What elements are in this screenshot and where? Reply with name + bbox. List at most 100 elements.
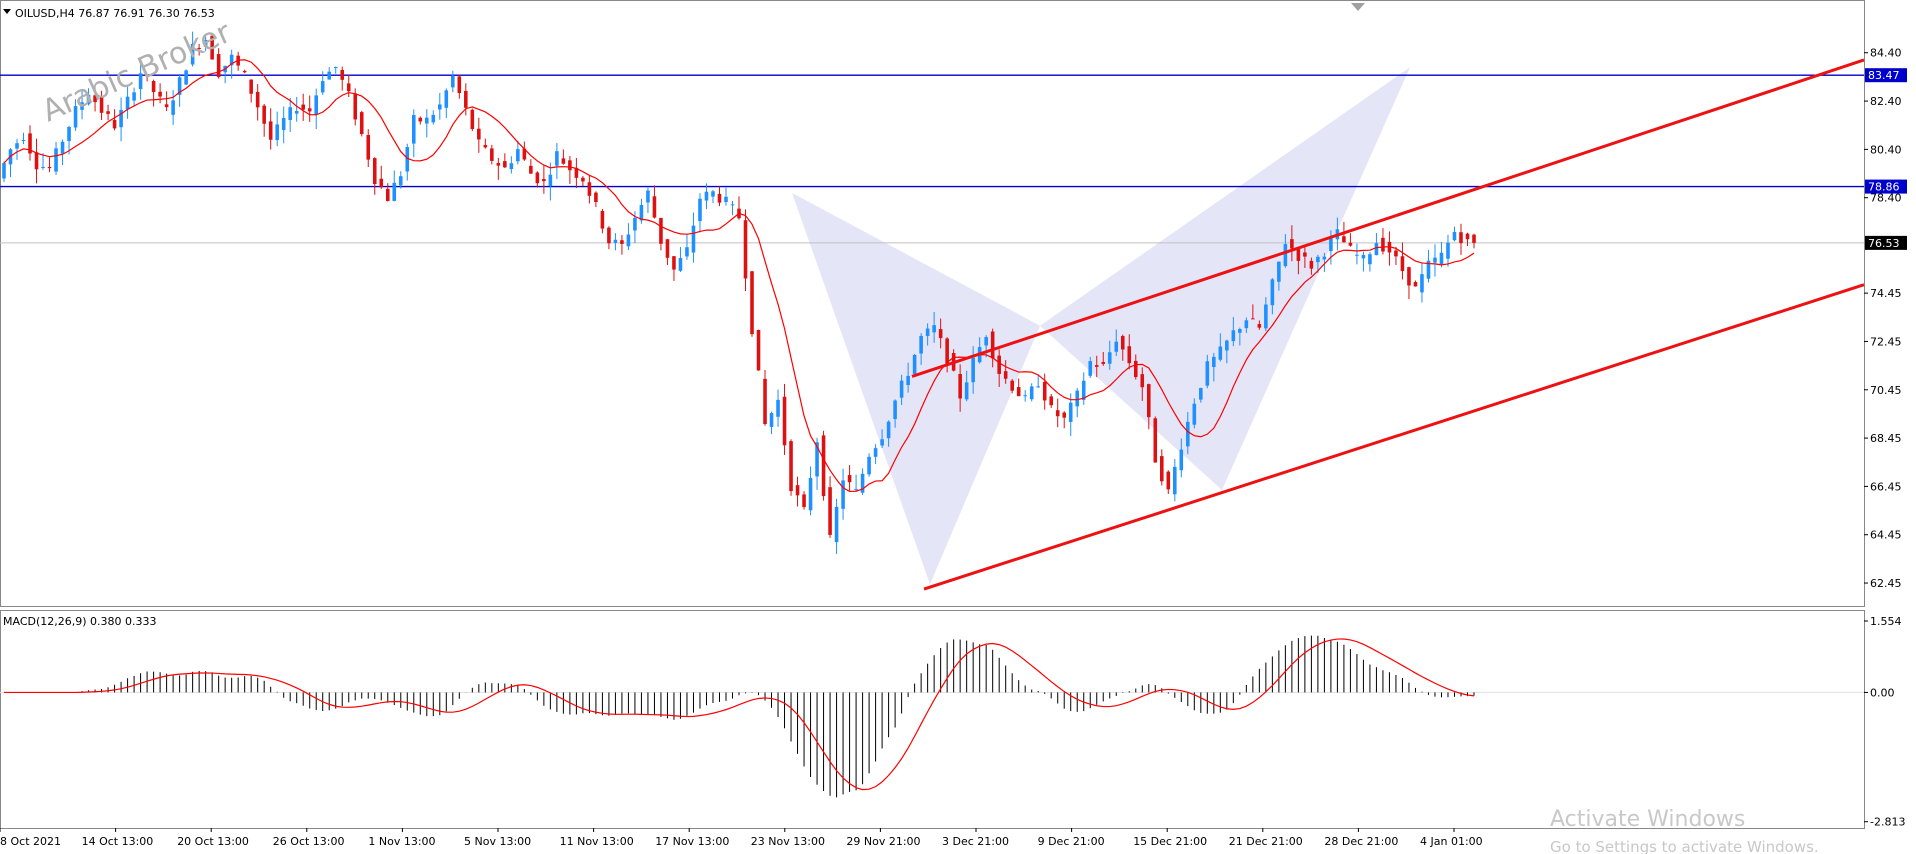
candle bbox=[490, 144, 494, 165]
candle bbox=[1127, 334, 1132, 370]
candle-body bbox=[1368, 254, 1372, 265]
candle-body bbox=[925, 328, 930, 336]
candle-body bbox=[607, 227, 611, 244]
candle-body bbox=[1394, 250, 1398, 257]
candle-body bbox=[711, 191, 715, 197]
candle bbox=[1114, 329, 1119, 356]
candle-body bbox=[1316, 256, 1320, 263]
channel-upper-line bbox=[911, 58, 1865, 378]
time-tick-label: 17 Nov 13:00 bbox=[655, 835, 729, 848]
time-tick-label: 20 Oct 13:00 bbox=[177, 835, 249, 848]
candle-body bbox=[535, 172, 540, 184]
candle bbox=[132, 87, 136, 106]
candle-body bbox=[548, 174, 553, 187]
candle-body bbox=[906, 375, 910, 385]
candle-body bbox=[301, 104, 305, 110]
candle bbox=[366, 129, 371, 168]
candle bbox=[372, 157, 377, 195]
candle-body bbox=[808, 478, 813, 511]
candle-body bbox=[1322, 256, 1327, 260]
candle-body bbox=[255, 91, 260, 108]
candle-body bbox=[1127, 346, 1132, 364]
candle-body bbox=[1055, 410, 1060, 417]
candle bbox=[203, 36, 208, 52]
scroll-marker-icon[interactable] bbox=[1351, 3, 1365, 11]
candle bbox=[600, 208, 605, 234]
candle-body bbox=[398, 176, 403, 186]
candle bbox=[1133, 354, 1138, 380]
candle bbox=[808, 466, 813, 516]
candle bbox=[1465, 232, 1470, 246]
symbol-header: OILUSD,H4 76.87 76.91 76.30 76.53 bbox=[15, 7, 215, 20]
candle-body bbox=[1049, 396, 1054, 406]
candle bbox=[1361, 251, 1366, 272]
candle bbox=[21, 132, 26, 145]
current-price-label: 76.53 bbox=[1868, 237, 1900, 250]
candle-body bbox=[307, 108, 312, 112]
candle bbox=[470, 108, 475, 132]
candle-body bbox=[971, 357, 975, 383]
channel-lower-line bbox=[923, 283, 1865, 591]
activate-windows-subtitle: Go to Settings to activate Windows. bbox=[1550, 838, 1819, 854]
candle-body bbox=[145, 74, 149, 77]
candle-body bbox=[821, 435, 826, 497]
candle-body bbox=[1452, 231, 1457, 241]
candle-body bbox=[1400, 256, 1405, 272]
candle-body bbox=[1290, 239, 1294, 249]
candle bbox=[893, 399, 897, 428]
candle bbox=[1381, 228, 1385, 255]
candle-body bbox=[190, 43, 195, 65]
level-price-1-label: 78.86 bbox=[1868, 181, 1900, 194]
candle-body bbox=[1088, 361, 1093, 376]
candle bbox=[847, 465, 852, 491]
candle bbox=[678, 246, 683, 273]
macd-header: MACD(12,26,9) 0.380 0.333 bbox=[3, 615, 157, 628]
candle bbox=[652, 185, 657, 219]
candle-body bbox=[327, 71, 332, 80]
candle-body bbox=[1446, 242, 1450, 259]
candle bbox=[242, 69, 247, 74]
candle-body bbox=[945, 338, 949, 364]
candle bbox=[1212, 352, 1216, 382]
candle bbox=[860, 468, 865, 495]
candle bbox=[1003, 360, 1008, 384]
candle bbox=[574, 157, 579, 189]
candle bbox=[1420, 263, 1424, 303]
candle bbox=[769, 411, 774, 435]
candle-body bbox=[678, 258, 683, 271]
candle bbox=[587, 175, 592, 204]
candle bbox=[1159, 449, 1164, 486]
candle-body bbox=[28, 133, 32, 154]
candle bbox=[333, 66, 338, 74]
candle-body bbox=[1413, 282, 1418, 287]
candle bbox=[99, 90, 104, 121]
candle-body bbox=[151, 80, 156, 93]
candle bbox=[776, 389, 780, 427]
candle-body bbox=[1244, 320, 1249, 329]
candle-body bbox=[1101, 362, 1106, 364]
dropdown-arrow-icon[interactable] bbox=[3, 9, 11, 14]
candle bbox=[1426, 249, 1431, 283]
candle bbox=[750, 270, 754, 337]
candle-body bbox=[1153, 418, 1158, 463]
candle-body bbox=[912, 354, 917, 374]
candle-body bbox=[1140, 374, 1145, 388]
candle-body bbox=[1042, 382, 1047, 401]
price-tick-label: 62.45 bbox=[1870, 577, 1902, 590]
candle bbox=[398, 171, 403, 189]
candle bbox=[841, 468, 845, 520]
candle bbox=[80, 91, 84, 120]
candle-body bbox=[1283, 244, 1288, 267]
pattern-triangle-xab bbox=[792, 192, 1040, 585]
candle bbox=[1355, 243, 1359, 265]
activate-windows-title: Activate Windows bbox=[1550, 807, 1745, 832]
candle bbox=[594, 191, 598, 208]
time-tick-label: 28 Dec 21:00 bbox=[1324, 835, 1398, 848]
candle-body bbox=[314, 95, 319, 115]
candle bbox=[1244, 317, 1249, 333]
candle-body bbox=[405, 147, 410, 172]
candle bbox=[1290, 225, 1294, 262]
candle bbox=[509, 156, 514, 174]
candle-body bbox=[418, 117, 423, 122]
